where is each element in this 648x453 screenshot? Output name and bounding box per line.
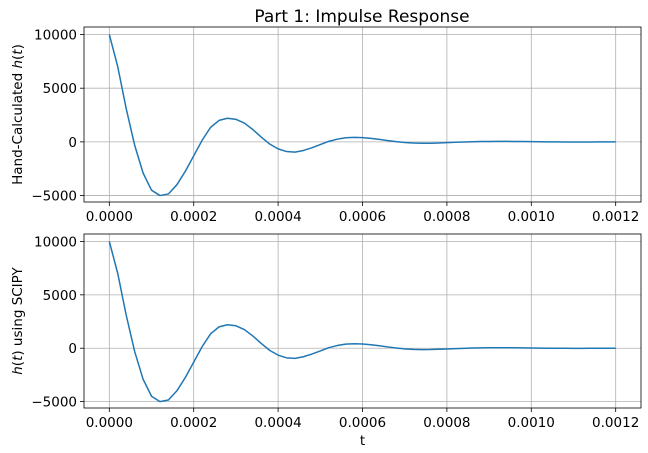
figure-title: Part 1: Impulse Response [254, 7, 469, 27]
x-tick-label: 0.0006 [339, 415, 386, 431]
x-tick-label: 0.0000 [86, 415, 133, 431]
y-axis-label: Hand-Calculated h(t) [10, 44, 26, 185]
y-axis-label-part: Hand-Calculated [10, 69, 26, 185]
y-axis-label-part: h [10, 60, 26, 69]
x-tick-label: 0.0010 [508, 415, 555, 431]
y-tick-label: 5000 [43, 288, 77, 304]
y-tick-label: −5000 [31, 395, 77, 411]
y-tick-label: 5000 [43, 81, 77, 97]
y-axis-label-part: ) using SCIPY [10, 266, 26, 355]
x-tick-label: 0.0006 [339, 209, 386, 225]
x-tick-label: 0.0012 [592, 209, 639, 225]
y-tick-label: 10000 [34, 28, 77, 44]
x-tick-label: 0.0004 [254, 209, 301, 225]
y-axis-label-part: ) [10, 44, 26, 49]
subplot-hand-calculated: 0.0000 0.0002 0.0004 0.0006 0.0008 0.0010 0.00… [10, 26, 642, 225]
y-axis-label: h(t) using SCIPY [10, 266, 26, 374]
y-axis-label-part: h [10, 366, 26, 375]
x-tick-label: 0.0008 [423, 415, 470, 431]
y-axis-label-part: t [10, 355, 26, 361]
x-tick-label: 0.0002 [170, 415, 217, 431]
impulse-response-line [108, 241, 616, 403]
x-tick-label: 0.0000 [86, 209, 133, 225]
y-tick-label: 10000 [34, 234, 77, 250]
y-axis-label-part: t [10, 49, 26, 55]
x-tick-label: 0.0004 [254, 415, 301, 431]
x-tick-label: 0.0012 [592, 415, 639, 431]
x-axis-label: t [360, 433, 365, 449]
impulse-response-line [108, 34, 616, 197]
subplot-scipy: 0.0000 0.0002 0.0004 0.0006 0.0008 0.0010 0.00… [10, 233, 642, 449]
x-tick-label: 0.0002 [170, 209, 217, 225]
y-tick-label: 0 [68, 135, 77, 151]
y-tick-label: −5000 [31, 189, 77, 205]
y-tick-label: 0 [68, 341, 77, 357]
y-axis-label-part: ( [10, 361, 26, 366]
x-tick-label: 0.0008 [423, 209, 470, 225]
y-axis-label-part: ( [10, 55, 26, 60]
x-tick-label: 0.0010 [508, 209, 555, 225]
